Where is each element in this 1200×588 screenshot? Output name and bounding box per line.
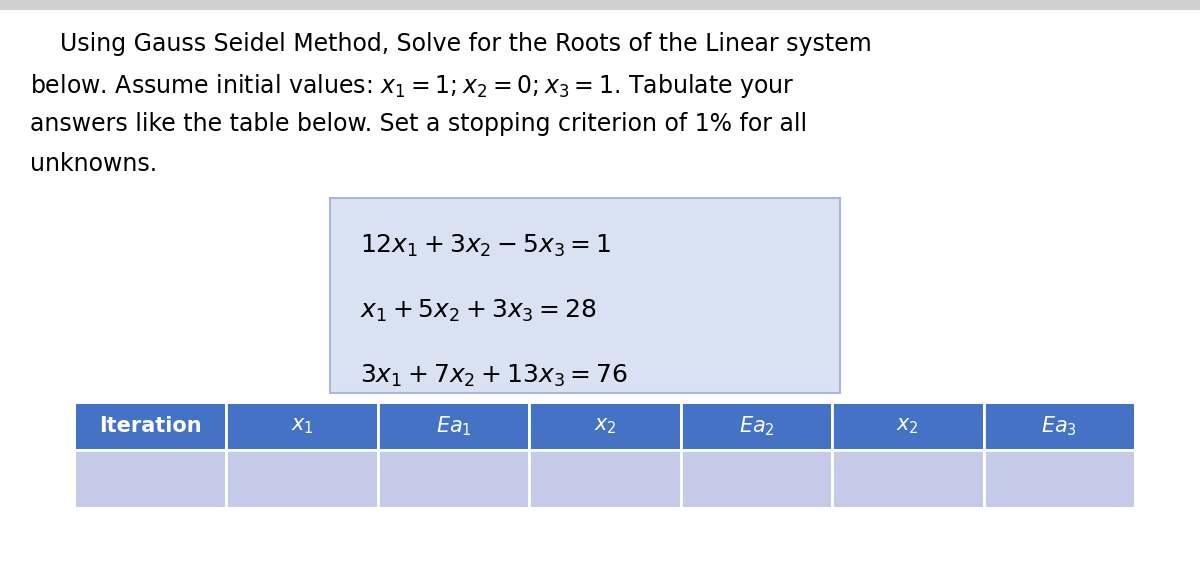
FancyBboxPatch shape bbox=[228, 404, 377, 449]
Text: answers like the table below. Set a stopping criterion of 1% for all: answers like the table below. Set a stop… bbox=[30, 112, 808, 136]
FancyBboxPatch shape bbox=[228, 451, 377, 507]
Text: $Ea_3$: $Ea_3$ bbox=[1042, 415, 1078, 438]
FancyBboxPatch shape bbox=[984, 404, 1134, 449]
Text: Using Gauss Seidel Method, Solve for the Roots of the Linear system: Using Gauss Seidel Method, Solve for the… bbox=[30, 32, 871, 56]
Text: Iteration: Iteration bbox=[100, 416, 202, 436]
FancyBboxPatch shape bbox=[833, 451, 983, 507]
FancyBboxPatch shape bbox=[682, 451, 832, 507]
FancyBboxPatch shape bbox=[76, 404, 226, 449]
Text: $x_2$: $x_2$ bbox=[594, 416, 617, 436]
Text: unknowns.: unknowns. bbox=[30, 152, 157, 176]
FancyBboxPatch shape bbox=[682, 404, 832, 449]
Text: $x_1$: $x_1$ bbox=[290, 416, 313, 436]
Text: $x_1 + 5x_2 + 3x_3 = 28$: $x_1 + 5x_2 + 3x_3 = 28$ bbox=[360, 298, 596, 324]
FancyBboxPatch shape bbox=[984, 451, 1134, 507]
Text: $Ea_2$: $Ea_2$ bbox=[738, 415, 774, 438]
Text: $x_2$: $x_2$ bbox=[896, 416, 919, 436]
FancyBboxPatch shape bbox=[833, 404, 983, 449]
Text: below. Assume initial values: $x_1 = 1; x_2 = 0; x_3 = 1$. Tabulate your: below. Assume initial values: $x_1 = 1; … bbox=[30, 72, 794, 100]
Text: $Ea_1$: $Ea_1$ bbox=[436, 415, 472, 438]
FancyBboxPatch shape bbox=[530, 451, 679, 507]
FancyBboxPatch shape bbox=[330, 198, 840, 393]
FancyBboxPatch shape bbox=[379, 451, 528, 507]
FancyBboxPatch shape bbox=[379, 404, 528, 449]
Text: $3x_1 + 7x_2 + 13x_3 = 76$: $3x_1 + 7x_2 + 13x_3 = 76$ bbox=[360, 363, 628, 389]
FancyBboxPatch shape bbox=[530, 404, 679, 449]
FancyBboxPatch shape bbox=[0, 0, 1200, 10]
FancyBboxPatch shape bbox=[76, 451, 226, 507]
Text: $12x_1 + 3x_2 - 5x_3 = 1$: $12x_1 + 3x_2 - 5x_3 = 1$ bbox=[360, 233, 611, 259]
